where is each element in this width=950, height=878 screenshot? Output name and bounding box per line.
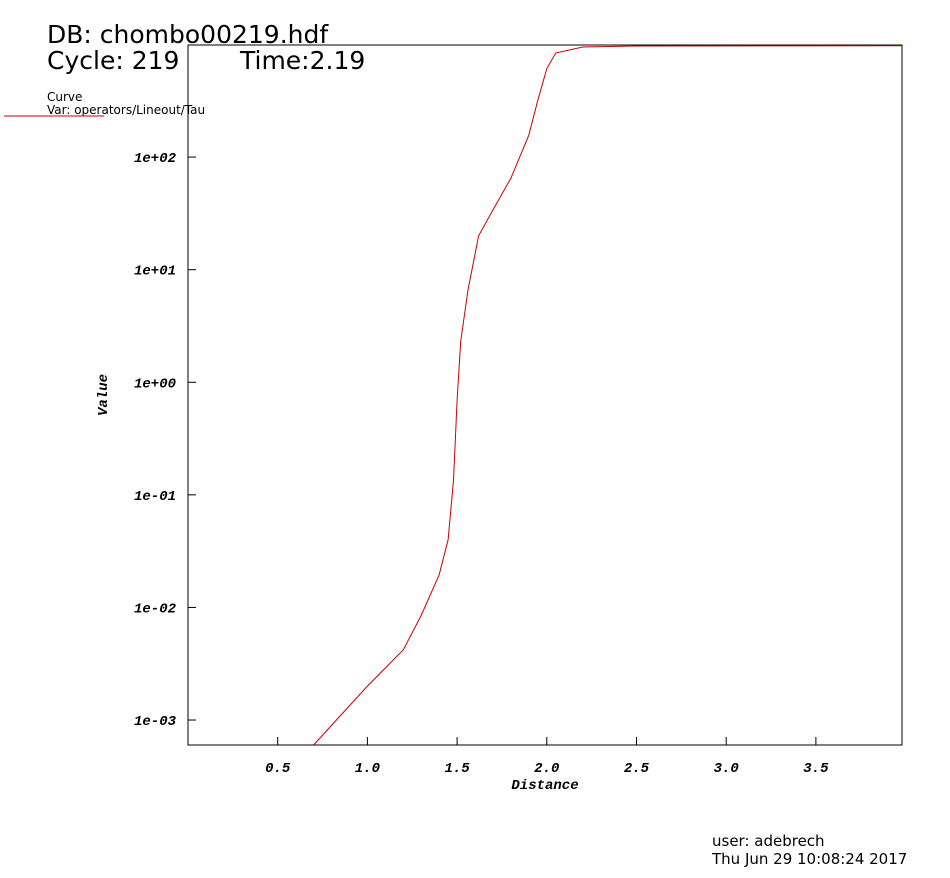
x-axis-label: Distance [511,778,578,794]
y-axis-label: Value [96,374,112,416]
y-tick-label: 1e+02 [134,151,177,167]
plot-frame [187,44,903,746]
x-tick-label: 0.5 [265,761,291,777]
legend-label: Var: operators/Lineout/Tau [47,103,205,117]
x-tick-label: 3.0 [714,761,739,777]
time: Time:2.19 [239,46,365,75]
y-tick-label: 1e-02 [134,601,177,617]
x-tick-label: 2.5 [624,761,650,777]
x-tick-label: 1.5 [444,761,470,777]
date: Thu Jun 29 10:08:24 2017 [711,850,907,868]
data-line [313,45,903,746]
x-tick-label: 2.0 [534,761,559,777]
chart-title: DB: chombo00219.hdf [47,20,329,49]
y-tick-label: 1e+01 [134,264,176,280]
y-tick-label: 1e-01 [134,489,176,505]
x-tick-label: 3.5 [803,761,829,777]
y-tick-label: 1e+00 [134,376,176,392]
x-tick-label: 1.0 [355,761,380,777]
y-tick-label: 1e-03 [134,714,177,730]
cycle: Cycle: 219 [47,46,179,75]
legend-title: Curve [47,90,82,104]
user: user: adebrech [712,832,825,850]
